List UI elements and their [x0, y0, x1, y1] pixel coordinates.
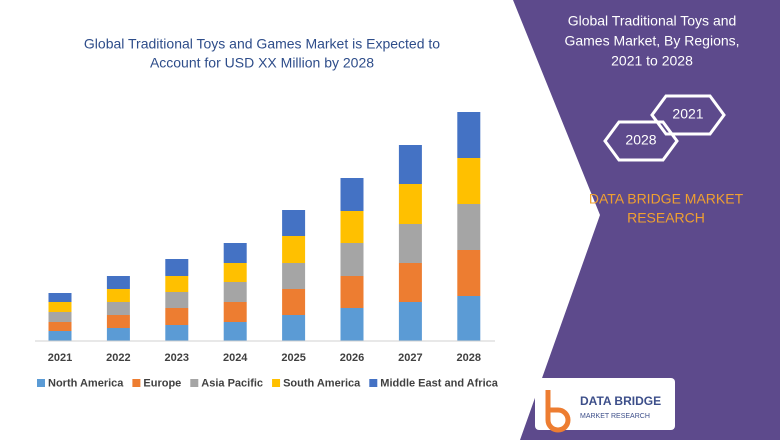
logo-name: DATA BRIDGE — [580, 394, 661, 408]
chart-title: Account for USD XX Million by 2028 — [150, 55, 374, 71]
x-tick-label: 2022 — [106, 352, 130, 364]
brand-text: RESEARCH — [627, 210, 705, 226]
bar-segment — [282, 289, 306, 315]
bar-segment — [48, 331, 72, 341]
bar-segment — [223, 263, 247, 282]
bar-segment — [106, 302, 130, 315]
bar-segment — [165, 308, 189, 325]
bar-segment — [165, 259, 189, 276]
bar-segment — [106, 276, 130, 289]
x-tick-label: 2024 — [223, 352, 248, 364]
bar-segment — [106, 315, 130, 328]
hexagon — [603, 120, 679, 162]
bar-segment — [48, 322, 72, 331]
hexagon — [650, 94, 726, 136]
bar-segment — [340, 276, 364, 308]
bar-segment — [223, 282, 247, 302]
chart: 2021 2022 2023 2024 2025 2026 2027 2028 North Am… — [35, 112, 499, 389]
bar-segment — [340, 178, 364, 211]
bar-segment — [282, 236, 306, 263]
x-tick-label: 2028 — [457, 352, 481, 364]
chart-title: Global Traditional Toys and Games Market… — [84, 36, 440, 52]
bar-segment — [398, 145, 422, 184]
x-tick-label: 2027 — [398, 352, 422, 364]
year-badge: 2021 — [672, 106, 703, 122]
bar-segment — [165, 292, 189, 308]
bar-segment — [457, 250, 481, 296]
bar-segment — [165, 276, 189, 292]
bar-segment — [106, 328, 130, 341]
bar-segment — [398, 224, 422, 263]
bar-segment — [457, 158, 481, 204]
bar-segment — [223, 322, 247, 341]
bar-segment — [282, 263, 306, 289]
bar-segment — [457, 204, 481, 250]
bar-segment — [457, 296, 481, 341]
bar-segment — [48, 302, 72, 312]
year-badge: 2028 — [625, 132, 656, 148]
bar-segment — [340, 243, 364, 276]
logo-tagline: MARKET RESEARCH — [580, 413, 650, 420]
bar-segment — [398, 184, 422, 224]
bar-segment — [223, 302, 247, 322]
panel-heading: Global Traditional Toys and — [568, 13, 737, 29]
legend-swatch — [272, 379, 281, 387]
bar-segment — [398, 263, 422, 302]
legend-label: North America — [48, 377, 124, 389]
legend-label: Asia Pacific — [201, 377, 263, 389]
x-tick-label: 2026 — [340, 352, 364, 364]
legend-swatch — [37, 379, 45, 387]
legend-swatch — [132, 379, 141, 387]
legend-label: Middle East and Africa — [380, 377, 498, 389]
bar-segment — [48, 312, 72, 322]
bar-segment — [282, 315, 306, 341]
legend-label: South America — [283, 377, 361, 389]
bar-segment — [165, 325, 189, 341]
legend-label: Europe — [143, 377, 181, 389]
legend-swatch — [369, 379, 378, 387]
bar-segment — [106, 289, 130, 302]
bar-segment — [398, 302, 422, 341]
bar-segment — [223, 243, 247, 263]
bar-segment — [340, 308, 364, 341]
panel-heading: 2021 to 2028 — [611, 53, 693, 69]
legend-swatch — [190, 379, 199, 387]
bar-segment — [48, 293, 72, 302]
x-tick-label: 2021 — [48, 352, 72, 364]
side-panel — [513, 0, 780, 440]
x-tick-label: 2025 — [281, 352, 305, 364]
bar-segment — [282, 210, 306, 236]
brand-text: DATA BRIDGE MARKET — [589, 191, 744, 207]
bar-segment — [340, 211, 364, 243]
bar-segment — [457, 112, 481, 158]
logo-icon — [545, 390, 571, 433]
x-tick-label: 2023 — [165, 352, 189, 364]
panel-heading: Games Market, By Regions, — [564, 33, 739, 49]
